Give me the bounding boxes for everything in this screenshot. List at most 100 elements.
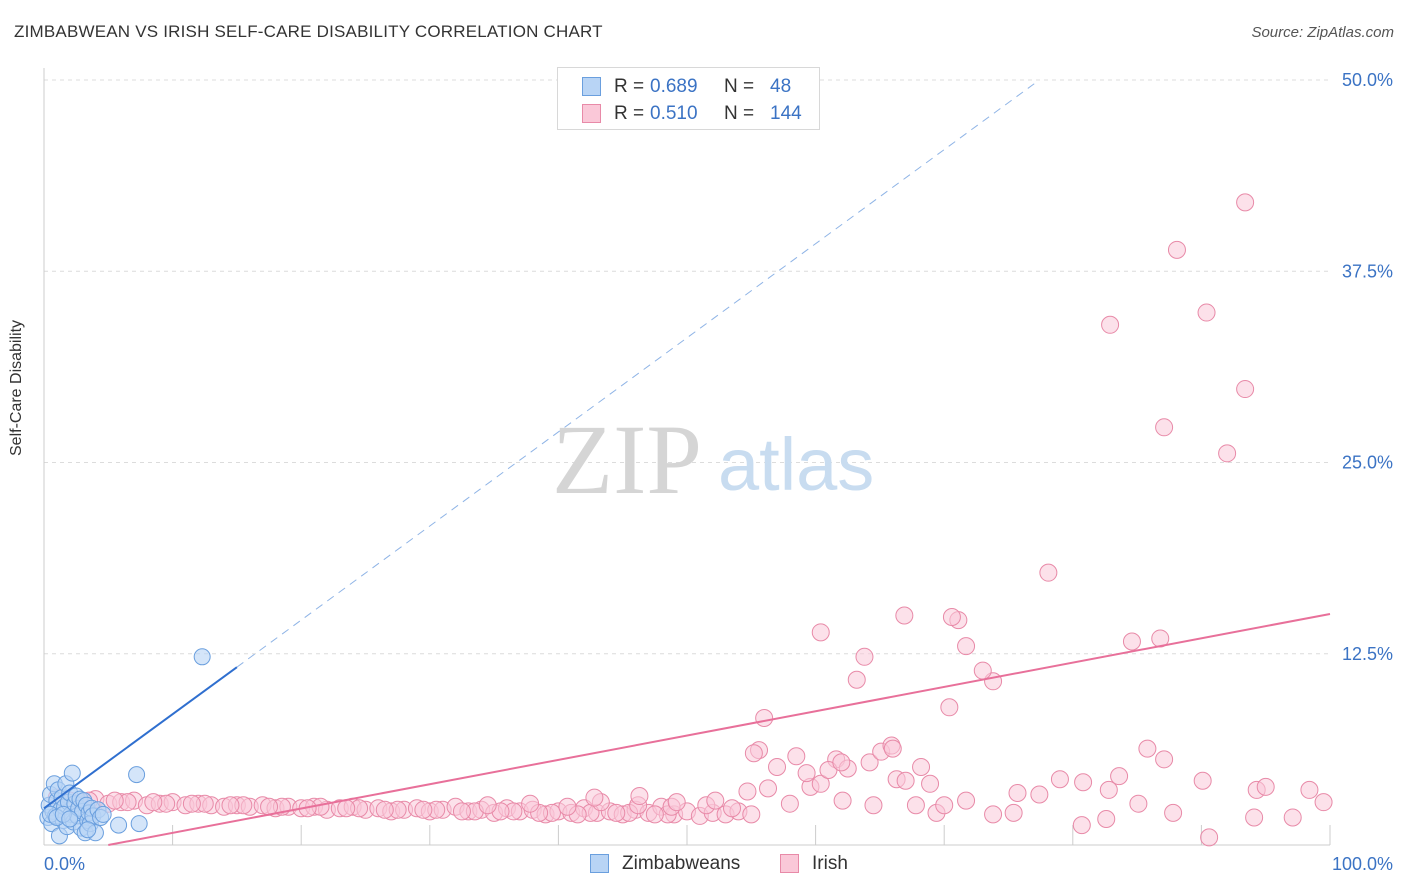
irish-point [780,794,799,813]
irish-point [182,794,201,813]
irish-point [738,782,757,801]
irish-point [1193,771,1212,790]
irish-point [811,774,830,793]
legend-swatch-irish [780,854,799,873]
irish-point [921,774,940,793]
irish-point [1129,794,1148,813]
irish-point [957,791,976,810]
y-axis-label: Self-Care Disability [8,319,25,456]
zimbabweans-point [61,810,79,828]
x-tick-label: 0.0% [44,854,85,874]
zimbabweans-trendline [43,666,238,810]
irish-point [1155,750,1174,769]
irish-point [832,753,851,772]
legend-r-label: R = [614,103,645,124]
legend-label-irish: Irish [812,853,848,874]
zimbabweans-point [79,821,97,839]
irish-point [811,623,830,642]
irish-point [759,779,778,798]
irish-point [1200,828,1219,847]
irish-point [667,793,686,812]
irish-point [105,791,124,810]
irish-point [630,787,649,806]
irish-point [375,800,394,819]
irish-point [833,791,852,810]
irish-point [860,753,879,772]
irish-point [1283,808,1302,827]
grid-lines [44,79,1330,655]
irish-point [337,799,356,818]
legend-n-label: N = [724,76,755,97]
irish-point [414,800,433,819]
legend-r-value: 0.689 [650,76,698,97]
y-tick-label: 50.0% [1342,70,1393,90]
irish-point [144,793,163,812]
irish-point [1050,770,1069,789]
irish-series [47,193,1333,847]
irish-point [1155,418,1174,437]
irish-point [940,698,959,717]
source-label: Source: ZipAtlas.com [1251,24,1394,41]
zimbabweans-point [63,764,81,782]
zimbabweans-trendline-extension [236,83,1035,668]
tick-labels: 12.5% 25.0% 37.5% 50.0% 0.0% 100.0% [44,70,1393,874]
watermark-zip: ZIP [552,404,702,515]
irish-point [1138,739,1157,758]
irish-point [558,797,577,816]
irish-trendline [108,612,1331,846]
irish-point [1300,780,1319,799]
irish-point [1099,780,1118,799]
trendlines [43,83,1331,846]
irish-point [896,771,915,790]
irish-point [723,799,742,818]
zimbabweans-point [130,815,148,833]
irish-point [1110,767,1129,786]
irish-point [883,739,902,758]
irish-point [984,805,1003,824]
legend-swatch-irish [582,104,601,123]
irish-point [895,606,914,625]
irish-point [912,757,931,776]
irish-point [855,647,874,666]
irish-point [973,661,992,680]
watermark: ZIP atlas [552,404,874,515]
irish-point [942,608,961,627]
irish-point [607,803,626,822]
legend-label-zimbabweans: Zimbabweans [622,853,741,874]
axes [43,68,1331,846]
zimbabweans-point [128,766,146,784]
legend-r-value: 0.510 [650,103,698,124]
zimbabweans-series [39,648,211,845]
irish-point [957,637,976,656]
irish-point [1256,777,1275,796]
irish-point [1314,793,1333,812]
zimbabweans-point [193,648,211,666]
legend-n-value: 144 [770,103,802,124]
irish-point [768,757,787,776]
watermark-atlas: atlas [718,423,874,506]
zimbabweans-point [110,816,128,834]
irish-point [1072,816,1091,835]
irish-point [1101,315,1120,334]
irish-point [797,764,816,783]
irish-point [1122,632,1141,651]
irish-point [742,805,761,824]
irish-point [521,794,540,813]
irish-point [1074,773,1093,792]
chart-title: ZIMBABWEAN VS IRISH SELF-CARE DISABILITY… [14,22,603,41]
legend-swatch-zimbabweans [582,77,601,96]
irish-point [1236,193,1255,212]
x-tick-label: 100.0% [1332,854,1393,874]
zimbabweans-point [94,805,112,823]
legend-n-value: 48 [770,76,792,97]
irish-point [744,744,763,763]
irish-point [1197,303,1216,322]
legend-r-label: R = [614,76,645,97]
irish-point [935,796,954,815]
irish-point [1004,803,1023,822]
y-tick-label: 25.0% [1342,453,1393,473]
irish-point [706,791,725,810]
irish-point [787,747,806,766]
legend-n-label: N = [724,103,755,124]
